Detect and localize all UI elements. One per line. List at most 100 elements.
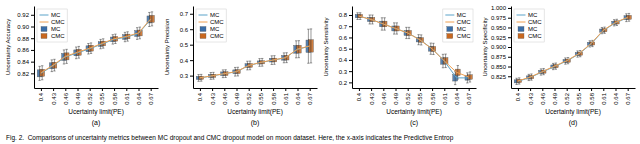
tick-mark [200, 88, 201, 91]
tick-mark [508, 37, 511, 38]
x-tick: 0.67 [625, 88, 631, 105]
x-tick: 0.43 [369, 88, 375, 105]
panel: 0.40.430.460.490.520.550.580.610.640.670… [482, 5, 636, 127]
x-tick: 0.58 [271, 88, 277, 105]
tick-mark [456, 88, 457, 91]
tick-label: 0.43 [210, 92, 216, 104]
tick-mark [518, 88, 519, 91]
marks [37, 12, 154, 81]
y-tick: 0.92 [17, 12, 34, 18]
tick-mark [603, 88, 604, 91]
x-tick: 0.49 [552, 88, 558, 105]
tick-mark [138, 88, 139, 91]
legend-label: MC [210, 26, 220, 32]
x-tick: 0.46 [222, 88, 228, 105]
x-axis: 0.40.430.460.490.520.550.580.610.640.67 [194, 88, 318, 105]
legend-label: CMC [457, 33, 471, 39]
error-bar [628, 13, 630, 21]
legend-frame [443, 9, 473, 42]
y-tick: 0.5 [339, 46, 352, 52]
box-series [514, 16, 629, 83]
x-axis: 0.40.430.460.490.520.550.580.610.640.67 [512, 88, 636, 105]
y-tick: 0.90 [17, 24, 34, 30]
legend-swatch [445, 22, 454, 23]
x-tick: 0.67 [466, 88, 472, 105]
x-tick: 0.52 [405, 88, 411, 105]
legend-swatch [200, 34, 206, 39]
tick-label: 0.55 [99, 92, 105, 104]
tick-label: 0.67 [625, 92, 631, 104]
tick-label: 0.92 [17, 12, 29, 18]
tick-label: 0.84 [17, 59, 29, 65]
x-tick: 0.46 [540, 88, 546, 105]
tick-label: 0.5 [339, 46, 348, 52]
subplot-title: (b) [251, 119, 260, 127]
y-tick: 0.2 [339, 80, 352, 86]
y-tick: 0.5 [180, 42, 193, 48]
tick-mark [53, 88, 54, 91]
tick-mark [349, 37, 352, 38]
legend-label: CMC [51, 19, 65, 25]
x-tick: 0.4 [197, 88, 203, 101]
panel: 0.40.430.460.490.520.550.580.610.640.670… [5, 7, 159, 128]
tick-mark [349, 82, 352, 83]
series-line [200, 46, 310, 78]
y-tick: 0.4 [180, 58, 193, 64]
x-tick: 0.61 [124, 88, 130, 105]
tick-mark [444, 88, 445, 91]
subplot-title: (d) [569, 119, 578, 127]
x-tick: 0.58 [589, 88, 595, 105]
x-tick: 0.43 [210, 88, 216, 105]
y-tick: 1.000 [491, 5, 511, 11]
tick-label: 0.8 [339, 12, 348, 18]
tick-label: 0.49 [234, 92, 240, 104]
tick-mark [126, 88, 127, 91]
tick-mark [102, 88, 103, 91]
tick-label: 0.4 [356, 92, 362, 101]
y-tick: 0.975 [491, 15, 511, 21]
error-bar [356, 13, 358, 20]
tick-mark [31, 38, 34, 39]
y-tick: 0.6 [339, 35, 352, 41]
tick-label: 0.86 [17, 47, 29, 53]
x-tick: 0.49 [393, 88, 399, 105]
tick-label: 0.90 [17, 24, 29, 30]
error-bars [200, 29, 312, 81]
x-tick: 0.55 [258, 88, 264, 105]
y-axis: 0.820.840.860.880.900.92 [17, 7, 34, 89]
error-bars [518, 13, 630, 84]
subplot-title: (c) [410, 119, 418, 127]
legend-swatch [40, 22, 49, 23]
y-axis: 0.30.40.50.60.7 [180, 7, 194, 89]
tick-label: 1.000 [491, 5, 507, 11]
tick-label: 0.58 [112, 92, 118, 104]
tick-label: 0.67 [148, 92, 154, 104]
tick-mark [628, 88, 629, 91]
tick-label: 0.67 [307, 92, 313, 104]
axis-domain [194, 88, 318, 89]
x-tick: 0.61 [442, 88, 448, 105]
series-line [41, 19, 151, 73]
x-tick: 0.52 [246, 88, 252, 105]
error-bar [310, 29, 312, 63]
tick-mark [310, 88, 311, 91]
tick-mark [237, 88, 238, 91]
x-tick: 0.4 [38, 88, 44, 101]
x-axis: 0.40.430.460.490.520.550.580.610.640.67 [35, 88, 159, 105]
y-tick: 0.925 [491, 35, 511, 41]
tick-mark [508, 67, 511, 68]
axis-domain [34, 7, 35, 89]
legend: MCCMCMCCMC [443, 9, 473, 42]
legend-swatch [40, 15, 49, 16]
tick-label: 0.4 [197, 92, 203, 101]
tick-label: 0.55 [417, 92, 423, 104]
tick-mark [261, 88, 262, 91]
tick-label: 0.58 [271, 92, 277, 104]
x-axis-title: Ucertainty limit(PE) [386, 108, 442, 116]
x-axis: 0.40.430.460.490.520.550.580.610.640.67 [353, 88, 477, 105]
legend-swatch [517, 22, 526, 23]
legend-swatch [517, 15, 526, 16]
y-axis-title: Uncertainty Accuracy [5, 19, 11, 75]
tick-label: 0.4 [339, 57, 348, 63]
x-tick: 0.67 [307, 88, 313, 105]
